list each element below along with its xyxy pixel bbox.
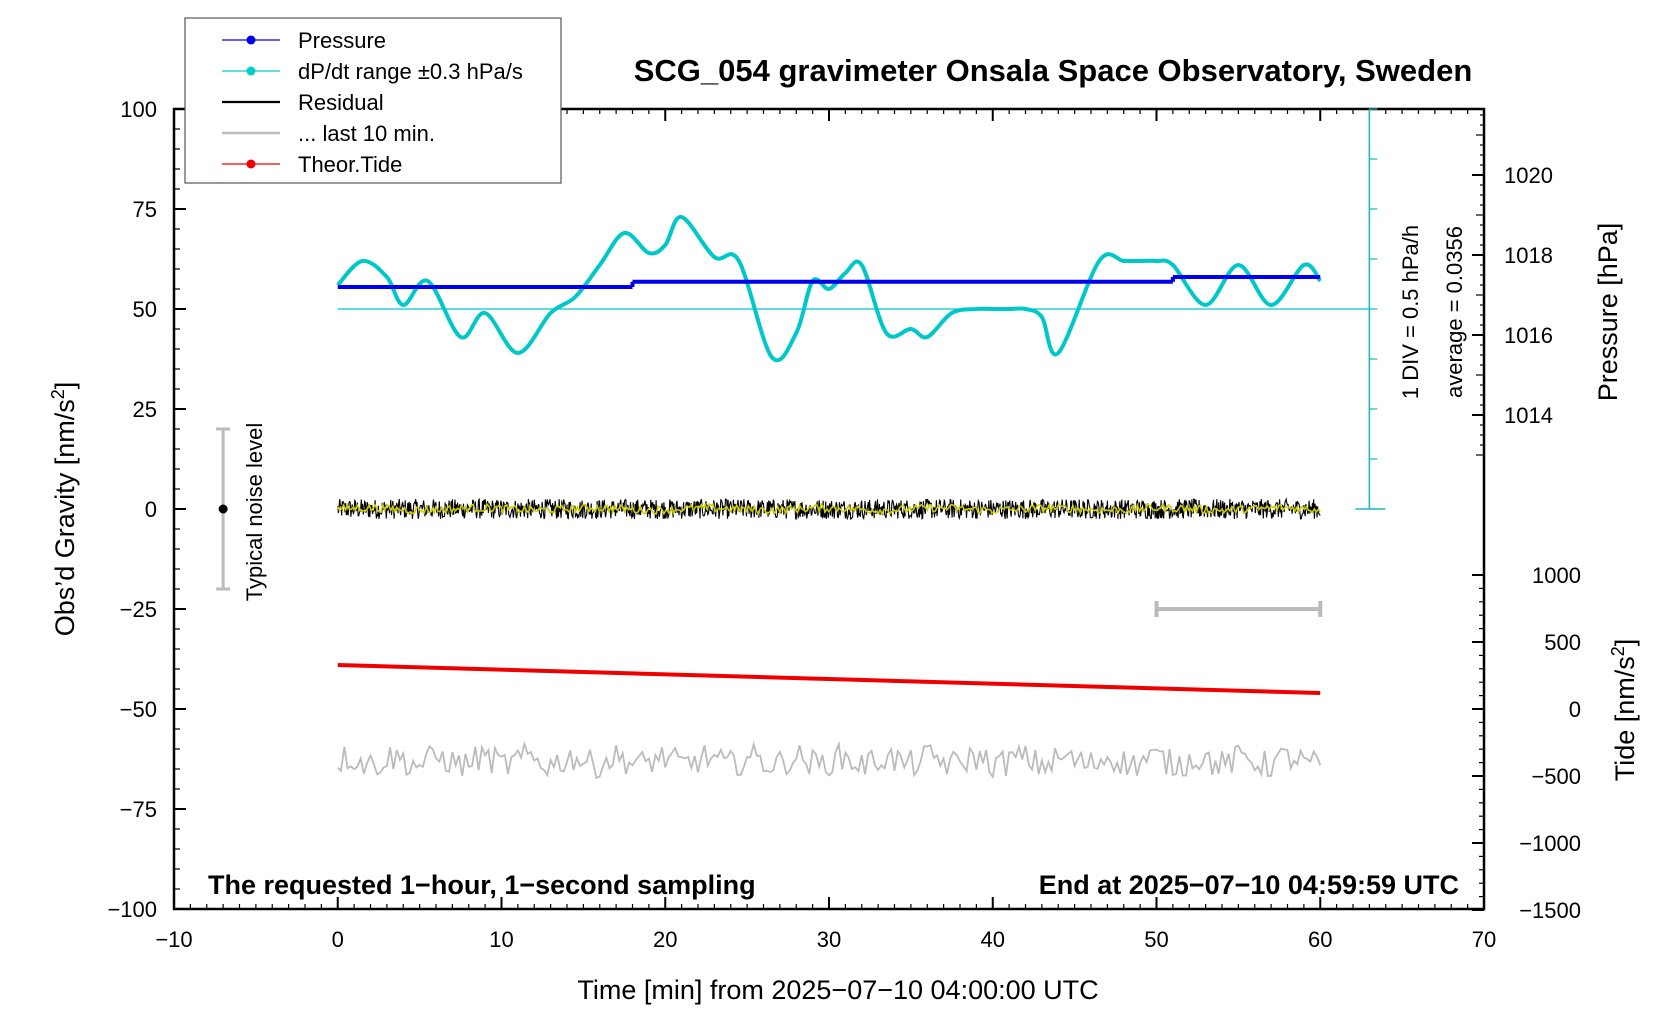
x-tick-label: 60	[1308, 927, 1332, 952]
x-tick-label: 20	[653, 927, 677, 952]
x-tick-label: 50	[1144, 927, 1168, 952]
y-tick-label: 50	[133, 297, 157, 322]
y-axis-label-text: Obs’d Gravity [nm/s	[50, 399, 80, 636]
y-tick-label: 0	[145, 497, 157, 522]
legend-label: Residual	[298, 90, 384, 115]
scale-bar-div-label: 1 DIV = 0.5 hPa/h	[1398, 225, 1423, 399]
pressure-tick-label: 1014	[1504, 403, 1553, 428]
residual-smoothed-line	[337, 502, 1321, 516]
x-tick-labels: −10 0 10 20 30 40 50 60 70	[155, 927, 1496, 952]
pressure-axis-label: Pressure [hPa]	[1593, 223, 1623, 402]
last10-line	[337, 740, 1322, 780]
legend-marker	[246, 66, 256, 76]
noise-level-label: Typical noise level	[242, 423, 267, 602]
annotation-bottom-right: End at 2025−07−10 04:59:59 UTC	[1039, 870, 1459, 900]
legend-label: Pressure	[298, 28, 386, 53]
legend-label: dP/dt range ±0.3 hPa/s	[298, 59, 523, 84]
tide-tick-label: −500	[1531, 764, 1581, 789]
tide-tick-label: −1000	[1519, 831, 1581, 856]
pressure-tick-label: 1020	[1504, 163, 1553, 188]
y-tick-label: −75	[120, 797, 157, 822]
legend-label: Theor.Tide	[298, 152, 402, 177]
tide-axis-label-sup: 2	[1608, 646, 1628, 656]
y-tick-label: −50	[120, 697, 157, 722]
legend-marker	[246, 35, 256, 45]
legend-box	[184, 17, 562, 184]
tide-tick-label: −1500	[1519, 898, 1581, 923]
legend-label: ... last 10 min.	[298, 121, 435, 146]
pressure-tick-label: 1016	[1504, 323, 1553, 348]
theor-tide-line	[337, 663, 1321, 695]
y-tick-label: −100	[107, 897, 157, 922]
x-tick-label: 10	[489, 927, 513, 952]
legend: Pressure dP/dt range ±0.3 hPa/s Residual..…	[184, 17, 562, 184]
tide-axis-label-end: ]	[1610, 639, 1640, 647]
y-tick-label: 25	[133, 397, 157, 422]
tide-tick-label: 500	[1544, 630, 1581, 655]
annotation-bottom-left: The requested 1−hour, 1−second sampling	[208, 870, 756, 900]
x-tick-label: −10	[155, 927, 192, 952]
series-layer	[216, 108, 1386, 780]
x-tick-label: 70	[1472, 927, 1496, 952]
pressure-tick-label: 1018	[1504, 243, 1553, 268]
y-tick-label: 100	[120, 97, 157, 122]
y-axis-label: Obs’d Gravity [nm/s2]	[48, 382, 80, 637]
y-tick-label: −25	[120, 597, 157, 622]
scale-bar-avg-label: average = 0.0356	[1442, 226, 1467, 398]
tide-axis-label-text: Tide [nm/s	[1610, 656, 1640, 781]
x-tick-label: 40	[981, 927, 1005, 952]
x-axis-label: Time [min] from 2025−07−10 04:00:00 UTC	[577, 975, 1098, 1005]
pressure-tick-labels: 1014 1016 1018 1020	[1504, 163, 1553, 428]
noise-level-center-dot	[218, 504, 228, 514]
x-tick-label: 0	[332, 927, 344, 952]
y-tick-label: 75	[133, 197, 157, 222]
x-tick-label: 30	[817, 927, 841, 952]
y-axis-label-end: ]	[50, 382, 80, 390]
tide-axis-label: Tide [nm/s2]	[1608, 639, 1640, 782]
y-tick-labels: −100 −75 −50 −25 0 25 50 75 100	[107, 97, 157, 922]
y-axis-label-sup: 2	[48, 389, 68, 399]
legend-items: Pressure dP/dt range ±0.3 hPa/s Residual..…	[222, 28, 523, 177]
dpdt-line	[336, 215, 1322, 363]
residual-line	[337, 497, 1321, 521]
chart-title: SCG_054 gravimeter Onsala Space Observat…	[634, 53, 1473, 88]
tide-tick-label: 1000	[1532, 563, 1581, 588]
tide-tick-label: 0	[1569, 697, 1581, 722]
legend-marker	[246, 159, 256, 169]
tide-tick-labels: −1500 −1000 −500 0 500 1000	[1519, 563, 1581, 923]
